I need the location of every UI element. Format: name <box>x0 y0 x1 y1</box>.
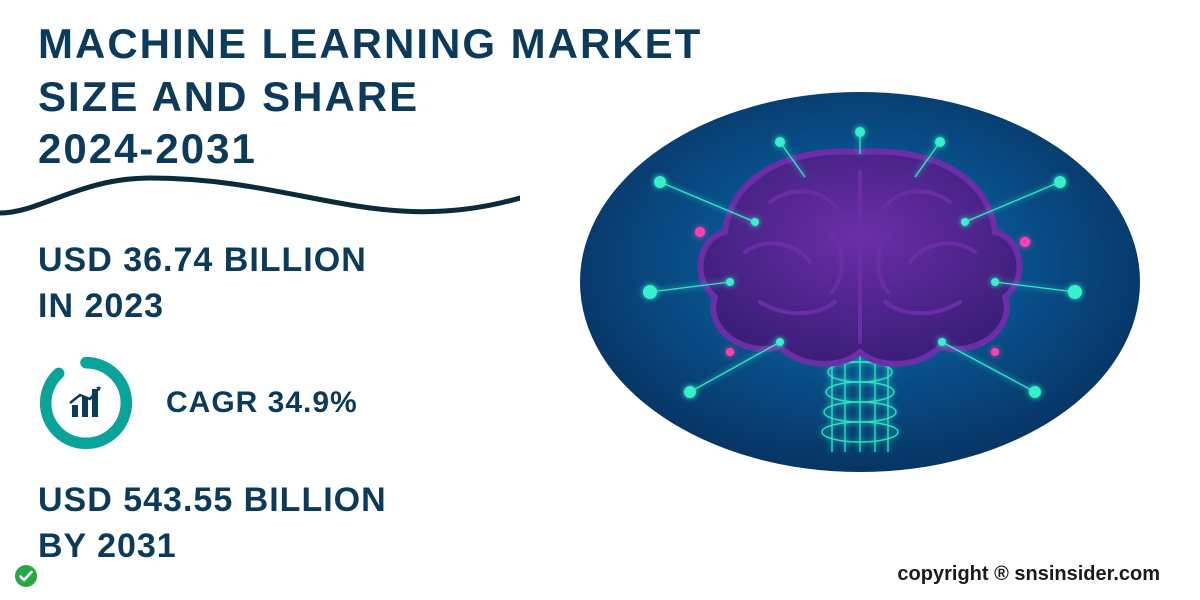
swoosh-divider <box>0 158 520 248</box>
page-title: Machine Learning Market Size and Share 2… <box>38 18 702 176</box>
brain-icon <box>580 92 1140 472</box>
stat-2031-value: USD 543.55 Billion <box>38 478 387 524</box>
hero-illustration <box>580 92 1140 472</box>
stat-2031: USD 543.55 Billion by 2031 <box>38 478 387 570</box>
stat-2023: USD 36.74 Billion in 2023 <box>38 238 367 330</box>
copyright-text: copyright ® snsinsider.com <box>897 563 1160 586</box>
stat-2031-year: by 2031 <box>38 524 387 570</box>
cagr-label: CAGR 34.9% <box>166 386 358 420</box>
title-line-1: Machine Learning Market <box>38 18 702 71</box>
cagr-progress-ring <box>38 355 134 451</box>
cagr-row: CAGR 34.9% <box>38 355 358 451</box>
stat-2023-value: USD 36.74 Billion <box>38 238 367 284</box>
stat-2023-year: in 2023 <box>38 284 367 330</box>
bar-chart-icon <box>66 383 106 423</box>
checkmark-icon <box>14 564 38 588</box>
title-line-2: Size and Share <box>38 71 702 124</box>
